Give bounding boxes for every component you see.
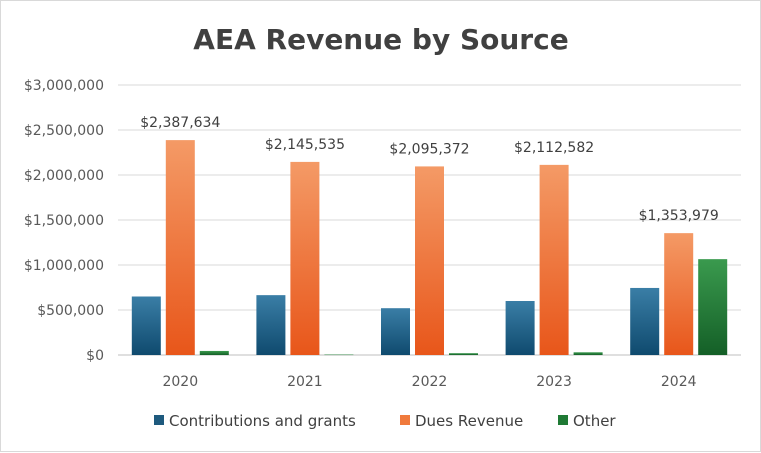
legend-swatch bbox=[558, 415, 568, 425]
data-labels: $2,387,634 $2,145,535 $2,095,372 $2,112,582… bbox=[140, 115, 719, 224]
x-axis-ticks: 2020 2021 2022 2023 2024 bbox=[162, 374, 696, 390]
bar-dues-revenue-2020 bbox=[165, 140, 195, 355]
y-tick-label: $500,000 bbox=[37, 303, 104, 319]
legend-label: Contributions and grants bbox=[169, 412, 356, 430]
y-axis-ticks: $0 $500,000 $1,000,000 $1,500,000 $2,000,000… bbox=[24, 78, 104, 364]
data-label: $2,145,535 bbox=[265, 137, 345, 153]
legend-swatch bbox=[154, 415, 164, 425]
data-label: $2,112,582 bbox=[514, 140, 594, 156]
bar-contributions-and-grants-2020 bbox=[131, 296, 161, 355]
x-tick-label: 2023 bbox=[536, 374, 572, 390]
bar-other-2020 bbox=[199, 350, 229, 355]
chart-title: AEA Revenue by Source bbox=[193, 23, 568, 56]
bar-contributions-and-grants-2022 bbox=[381, 308, 410, 355]
bar-dues-revenue-2024 bbox=[664, 233, 694, 355]
x-tick-label: 2021 bbox=[287, 374, 323, 390]
y-tick-label: $2,500,000 bbox=[24, 123, 104, 139]
bar-contributions-and-grants-2021 bbox=[256, 295, 286, 355]
x-tick-label: 2022 bbox=[412, 374, 448, 390]
legend-label: Other bbox=[573, 412, 616, 430]
legend: Contributions and grants Dues Revenue Othe… bbox=[154, 412, 616, 430]
bar-other-2024 bbox=[698, 259, 728, 355]
bar-other-2022 bbox=[449, 353, 478, 355]
bar-dues-revenue-2023 bbox=[539, 164, 569, 355]
bar-contributions-and-grants-2023 bbox=[505, 301, 535, 355]
bar-contributions-and-grants-2024 bbox=[630, 287, 660, 355]
y-tick-label: $0 bbox=[86, 348, 104, 364]
bars bbox=[131, 140, 728, 356]
y-tick-label: $3,000,000 bbox=[24, 78, 104, 94]
bar-other-2021 bbox=[324, 354, 354, 356]
bar-dues-revenue-2022 bbox=[415, 166, 444, 355]
x-tick-label: 2020 bbox=[162, 374, 198, 390]
bar-dues-revenue-2021 bbox=[290, 161, 320, 355]
bar-other-2023 bbox=[573, 352, 603, 355]
y-tick-label: $1,500,000 bbox=[24, 213, 104, 229]
x-tick-label: 2024 bbox=[661, 374, 697, 390]
data-label: $2,095,372 bbox=[389, 141, 469, 157]
y-tick-label: $2,000,000 bbox=[24, 168, 104, 184]
data-label: $2,387,634 bbox=[140, 115, 220, 131]
legend-label: Dues Revenue bbox=[415, 412, 523, 430]
data-label: $1,353,979 bbox=[639, 208, 719, 224]
y-tick-label: $1,000,000 bbox=[24, 258, 104, 274]
legend-swatch bbox=[400, 415, 410, 425]
